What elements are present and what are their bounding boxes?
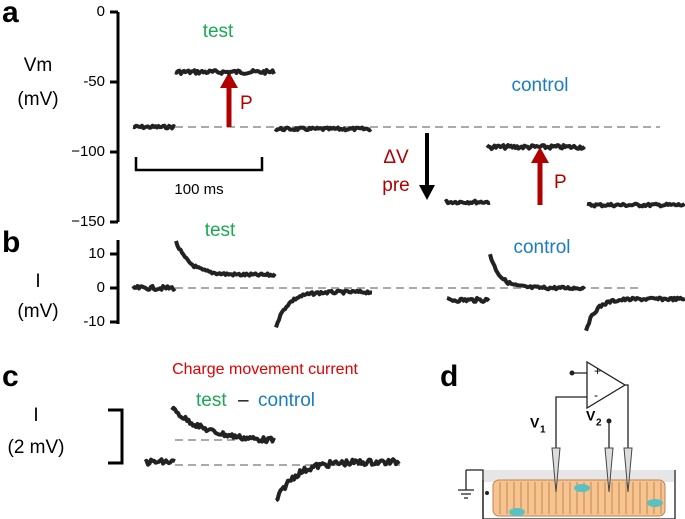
tick-label: −150 <box>71 213 105 230</box>
trace <box>274 288 373 329</box>
trace <box>131 284 177 292</box>
panel-letter: b <box>2 226 20 259</box>
plus: + <box>594 364 601 378</box>
label-test: test <box>205 220 236 241</box>
circuit <box>458 360 676 519</box>
traces <box>131 68 685 503</box>
arrow-label: P <box>554 172 567 193</box>
scale-bar <box>108 408 124 465</box>
scale-bar <box>134 157 264 172</box>
trace <box>132 123 176 131</box>
trace <box>586 201 685 209</box>
axis <box>110 240 120 324</box>
tick-label: 0 <box>97 279 105 296</box>
label-control: control <box>511 75 568 96</box>
trace <box>273 125 373 133</box>
nucleus <box>647 499 663 507</box>
v2-sub: 2 <box>596 418 602 429</box>
nucleus <box>574 484 590 492</box>
trace <box>584 295 685 332</box>
panel-letter: d <box>440 360 458 393</box>
axis-label: (mV) <box>17 89 58 110</box>
trace <box>174 68 276 76</box>
trace <box>443 198 491 206</box>
minus: - <box>594 388 598 402</box>
scale-label: (2 mV) <box>8 437 65 458</box>
tick-label: −100 <box>71 143 105 160</box>
trace <box>143 457 176 467</box>
delta-label: ΔV <box>383 147 409 168</box>
label-dash: – <box>238 390 249 411</box>
label-control: control <box>513 237 570 258</box>
trace <box>274 457 401 503</box>
terminal <box>569 370 575 376</box>
electrodes <box>551 447 633 493</box>
tick-label: -10 <box>83 313 105 330</box>
trace <box>170 405 276 445</box>
axis <box>110 10 120 224</box>
label-test: test <box>203 21 234 42</box>
tick-label: 10 <box>88 245 105 262</box>
nucleus <box>509 508 525 516</box>
panel-letter: c <box>2 360 19 393</box>
axis-label: (mV) <box>17 301 58 322</box>
trace <box>488 253 586 292</box>
label-test: test <box>196 390 227 411</box>
arrow-label: P <box>240 93 253 114</box>
fiber <box>492 479 666 517</box>
terminal <box>606 418 612 424</box>
v2: V <box>586 408 596 424</box>
delta-label: pre <box>382 175 409 196</box>
scale-label: I <box>33 405 38 426</box>
trace <box>446 296 491 304</box>
trace <box>174 240 277 278</box>
scale-label: 100 ms <box>174 181 223 198</box>
arrow-head <box>419 185 435 200</box>
panel-letter: a <box>2 0 19 29</box>
axis-label: I <box>35 271 40 292</box>
axis-label: Vm <box>24 55 53 76</box>
v1: V <box>530 415 540 431</box>
arrow-head <box>220 72 238 88</box>
terminal <box>485 491 489 495</box>
tick-label: -50 <box>83 73 105 90</box>
arrow-head <box>531 147 549 163</box>
title: Charge movement current <box>172 361 358 378</box>
v1-sub: 1 <box>540 425 546 436</box>
label-control: control <box>258 390 315 411</box>
trace <box>485 143 586 151</box>
tick-label: 0 <box>97 3 105 20</box>
